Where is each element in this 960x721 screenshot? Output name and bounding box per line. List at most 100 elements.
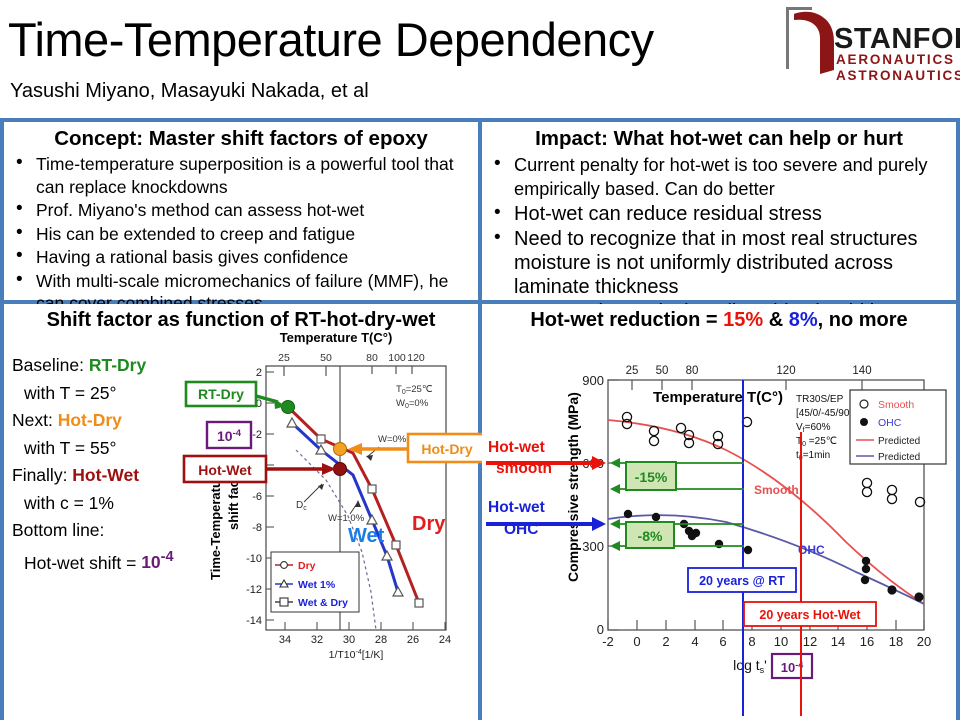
- shift-factor-chart: Temperature T(C°) 25 50 80: [182, 330, 488, 716]
- divider-vertical-bottom: [478, 304, 482, 720]
- callout-hot-wet: Hot-Wet: [182, 454, 336, 484]
- note-line: Finally: Hot-Wet: [12, 465, 140, 485]
- chart1-legend-item: Dry: [298, 560, 316, 572]
- chart1-xtick: 28: [375, 634, 387, 646]
- chart2-xtick: 20: [917, 634, 931, 649]
- chart2-xtick: -2: [602, 634, 614, 649]
- chart1-annotation-t0: T0=25℃: [396, 384, 433, 396]
- svg-text:RT-Dry: RT-Dry: [198, 386, 244, 402]
- compressive-strength-chart: 25 50 80 12 0 140 900: [486, 332, 952, 716]
- chart1-xtick: 34: [279, 634, 291, 646]
- chart1-ytick: 2: [256, 367, 262, 379]
- chart1-annotation-w0pct: W=0%: [378, 434, 407, 445]
- divider-left-edge: [0, 118, 4, 720]
- svg-text:20 years Hot-Wet: 20 years Hot-Wet: [759, 608, 861, 622]
- reduction-smooth-text: -15%: [635, 469, 668, 485]
- chart1-ytick: -14: [246, 615, 262, 627]
- reduction-ohc-text: -8%: [638, 528, 663, 544]
- chart1-marker-rt-dry: [281, 400, 295, 414]
- list-item: Prof. Miyano's method can assess hot-wet: [12, 198, 472, 222]
- chart1-xtick: 24: [439, 634, 451, 646]
- chart1-ytick: 0: [256, 398, 262, 410]
- chart1-marker-hot-dry: [333, 442, 347, 456]
- callout-shift-decade: 10-4: [205, 420, 253, 450]
- chart1-top-tick: 100: [388, 352, 406, 364]
- divider-right-edge: [956, 118, 960, 720]
- chart2-top-tick: 80: [686, 365, 699, 377]
- chart1-legend-item: Wet 1%: [298, 579, 336, 591]
- chart1-xaxis-label: 1/T10-4[1/K]: [329, 649, 384, 661]
- chart2-xtick: 18: [889, 634, 903, 649]
- callout-hot-dry: Hot-Dry: [348, 432, 488, 464]
- svg-text:STANFORD: STANFORD: [834, 23, 960, 55]
- chart2-top-tick: 50: [656, 365, 669, 377]
- chart2-xtick: 2: [662, 634, 669, 649]
- rt-dry-label: RT-Dry: [88, 355, 147, 375]
- chart1-top-tick: 120: [407, 352, 425, 364]
- chart2-xtick: 10: [774, 634, 788, 649]
- chart1-ytick: -10: [246, 553, 262, 565]
- note-line: Next: Hot-Dry: [12, 410, 122, 430]
- label-hot-wet-ohc: Hot-wet OHC: [486, 499, 606, 538]
- chart2-legend: Smooth OHC Predicted Predicted: [849, 389, 947, 465]
- authors-subtitle: Yasushi Miyano, Masayuki Nakada, et al: [10, 80, 369, 102]
- reduction-value-ohc: 8%: [788, 309, 818, 331]
- note-line: with T = 25°: [24, 382, 117, 403]
- chart1-top-tick: 50: [320, 352, 332, 364]
- chart2-legend-item: Predicted: [878, 452, 920, 463]
- hot-wet-label: Hot-Wet: [72, 465, 140, 485]
- chart1-label-wet: Wet: [348, 525, 385, 547]
- chart2-ytick: 300: [582, 539, 604, 554]
- chart2-legend-item: Smooth: [878, 399, 914, 411]
- quadrant-grid: Concept: Master shift factors of epoxy T…: [0, 118, 960, 720]
- svg-text:AERONAUTICS &: AERONAUTICS &: [836, 52, 960, 67]
- chart2-xtick: 0: [633, 634, 640, 649]
- chart2-xtick: 6: [719, 634, 726, 649]
- chart2-xtick: 16: [860, 634, 874, 649]
- chart1-ytick: -12: [246, 584, 262, 596]
- chart2-xaxis-label: log ts': [733, 657, 767, 675]
- list-item: Having a rational basis gives confidence: [12, 245, 472, 269]
- chart2-spec-line: T0 =25℃: [796, 436, 837, 448]
- chart2-xtick: 12: [803, 634, 817, 649]
- panel-shift-factor-heading: Shift factor as function of RT-hot-dry-w…: [46, 309, 436, 331]
- svg-text:Hot-wet: Hot-wet: [488, 499, 545, 516]
- chart1-dc-label: Dc: [296, 500, 307, 512]
- chart2-ytick: 900: [582, 373, 604, 388]
- chart2-legend-item: Predicted: [878, 436, 920, 447]
- list-item: His can be extended to creep and fatigue: [12, 222, 472, 246]
- chart2-top-tick: 140: [852, 365, 871, 377]
- label-hot-wet-smooth: Hot-wet smooth: [486, 439, 606, 477]
- chart1-ytick: -8: [252, 522, 262, 534]
- chart2-xtick: 4: [691, 634, 698, 649]
- chart2-legend-item: OHC: [878, 417, 902, 429]
- stanford-logo: STANFORD AERONAUTICS & ASTRONAUTICS: [780, 4, 960, 84]
- reduction-value-smooth: 15%: [723, 309, 764, 331]
- divider-vertical-top: [478, 122, 482, 300]
- chart1-yaxis-label: Time-Temperature: [208, 468, 223, 580]
- chart2-top-tick: 25: [626, 365, 639, 377]
- shift-value: 10-4: [141, 549, 174, 573]
- shift-factor-notes: Baseline: RT-Dry with T = 25° Next: Hot-…: [12, 352, 202, 577]
- chart1-top-tick: 80: [366, 352, 378, 364]
- list-item: Time-temperature superposition is a powe…: [12, 152, 472, 198]
- chart2-ytick: 0: [597, 622, 604, 637]
- divider-middle: [0, 300, 960, 304]
- chart1-annotation-w1pct: W=1.0%: [328, 513, 365, 524]
- note-line: with c = 1%: [24, 492, 114, 513]
- panel-concept: Concept: Master shift factors of epoxy T…: [4, 122, 478, 359]
- panel-impact-heading: Impact: What hot-wet can help or hurt: [535, 127, 903, 150]
- hot-dry-label: Hot-Dry: [57, 410, 122, 430]
- chart2-label-smooth: Smooth: [754, 483, 799, 497]
- panel-shift-factor: Shift factor as function of RT-hot-dry-w…: [4, 304, 488, 720]
- chart2-yaxis-label: Compressive strength (MPa): [565, 392, 581, 582]
- chart2-spec-line: Vf=60%: [796, 422, 831, 434]
- panel-concept-heading: Concept: Master shift factors of epoxy: [54, 127, 428, 150]
- callout-20-years-hotwet: 20 years Hot-Wet: [743, 601, 877, 627]
- note-line: with T = 55°: [24, 437, 117, 458]
- list-item: Current penalty for hot-wet is too sever…: [490, 152, 950, 201]
- chart1-ytick: -6: [252, 491, 262, 503]
- note-line: Baseline: RT-Dry: [12, 355, 147, 375]
- svg-text:Hot-Dry: Hot-Dry: [421, 441, 473, 457]
